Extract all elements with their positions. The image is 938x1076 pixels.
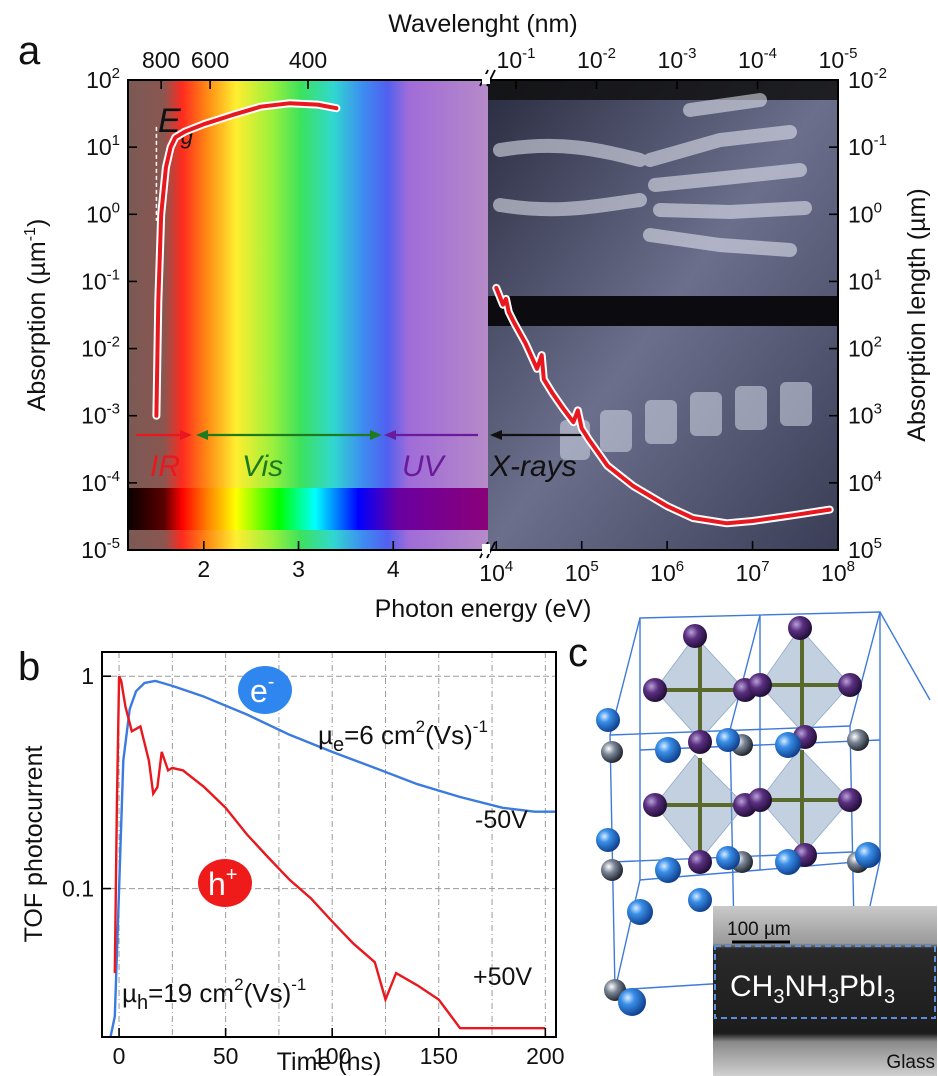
top-tick-label: 10-2 (577, 45, 616, 73)
film-formula: CH3NH3PbI3 (730, 970, 895, 1008)
right-tick-label: 10-1 (848, 132, 887, 160)
electron-badge-label: e- (250, 671, 274, 709)
panel-b-x-tick-label: 200 (526, 1043, 564, 1069)
left-axis-title: Absorption (µm-1) (22, 219, 51, 412)
panel-b-x-tick-label: 150 (420, 1043, 458, 1069)
bottom-tick-label: 3 (292, 556, 305, 582)
panel-b-y-title: TOF photocurrent (20, 746, 48, 943)
right-tick-label: 100 (848, 199, 882, 227)
bottom-tick-label: 106 (650, 558, 684, 586)
bottom-tick-label: 104 (479, 558, 513, 586)
electron-badge (238, 666, 292, 714)
panel-b-x-title: Time (ns) (277, 1048, 382, 1076)
left-tick-label: 10-4 (81, 468, 120, 496)
right-tick-label: 10-2 (848, 65, 887, 93)
panel-a-letter: a (18, 29, 41, 73)
bottom-tick-label: 107 (736, 558, 770, 586)
top-axis-title: Wavelenght (nm) (388, 10, 577, 38)
bottom-axis-title: Photon energy (eV) (375, 595, 592, 623)
panel-b-y-tick-label: 1 (81, 663, 94, 689)
axis-break-marks (479, 69, 496, 559)
hole-badge-label: h+ (208, 864, 237, 902)
bottom-tick-label: 2 (197, 556, 210, 582)
right-tick-label: 105 (848, 535, 882, 563)
electron-curve (109, 679, 556, 1038)
right-tick-label: 103 (848, 401, 882, 429)
absorption-curve-xray (494, 285, 832, 526)
left-tick-label: 101 (86, 132, 120, 160)
top-tick-label: 800 (142, 47, 180, 73)
bottom-tick-label: 4 (387, 556, 400, 582)
top-tick-label: 10-3 (658, 45, 697, 73)
top-tick-label: 10-5 (819, 45, 858, 73)
left-tick-label: 10-5 (81, 535, 120, 563)
top-tick-label: 10-4 (738, 45, 777, 73)
panel-a-tick-labels: 10210110010-110-210-310-410-510-210-1100… (81, 45, 887, 586)
left-tick-label: 102 (86, 65, 120, 93)
right-axis-title: Absorption length (µm) (903, 188, 931, 441)
pb-i-bonds (660, 630, 848, 858)
substrate-label: Glass (886, 1052, 935, 1073)
nitrogen-atoms (596, 708, 881, 1016)
top-tick-label: 600 (191, 47, 229, 73)
xray-edge-top (488, 80, 838, 100)
top-tick-label: 10-1 (497, 45, 536, 73)
panel-c: c (568, 611, 937, 1076)
right-tick-label: 102 (848, 334, 882, 362)
region-arrows (136, 430, 588, 440)
panel-b-bg (102, 652, 556, 1037)
left-tick-label: 10-3 (81, 401, 120, 429)
spectrum-background (128, 80, 488, 550)
panel-b-y-tick-label: 0.1 (62, 876, 94, 902)
panel-a: a (18, 10, 931, 623)
region-label-vis: Vis (242, 450, 283, 483)
spectrum-strip (128, 488, 488, 530)
left-tick-label: 10-1 (81, 266, 120, 294)
hole-curve (113, 675, 546, 1030)
panel-b-ticks (102, 675, 547, 1037)
left-tick-label: 100 (86, 199, 120, 227)
bottom-tick-label: 105 (565, 558, 599, 586)
panel-b-grid (102, 652, 556, 1037)
iodine-atoms (643, 616, 862, 874)
micrograph-inset (713, 906, 937, 1076)
hole-mobility-label: µh=19 cm2(Vs)-1 (122, 975, 306, 1014)
region-label-uv: UV (402, 450, 447, 483)
electron-bias-label: -50V (475, 806, 528, 834)
film-region-outline (714, 945, 936, 1019)
region-label-ir: IR (150, 450, 180, 483)
bottom-tick-label: 108 (821, 558, 855, 586)
panel-b-letter: b (18, 645, 40, 689)
right-tick-label: 101 (848, 266, 882, 294)
panel-b-x-tick-label: 0 (113, 1043, 126, 1069)
panel-c-letter: c (568, 631, 588, 675)
panel-b-tick-labels: 0 50 100 150 200 1 0.1 (62, 663, 565, 1069)
xray-divider (488, 296, 838, 326)
scale-bar-label: 100 µm (727, 919, 791, 940)
hand-xray-sketch (493, 93, 812, 257)
hole-badge (198, 859, 252, 907)
absorption-curve-optical (154, 101, 339, 418)
hole-bias-label: +50V (473, 963, 532, 991)
panel-b-x-tick-label: 50 (213, 1043, 239, 1069)
left-tick-label: 10-2 (81, 334, 120, 362)
panel-b-frame (101, 651, 557, 1038)
panel-b-x-tick-label: 100 (313, 1043, 351, 1069)
panel-a-ticks (128, 79, 839, 551)
right-tick-label: 104 (848, 468, 882, 496)
top-tick-label: 400 (289, 47, 327, 73)
electron-mobility-label: µe=6 cm2(Vs)-1 (318, 717, 488, 756)
region-label-xrays: X-rays (489, 450, 577, 483)
